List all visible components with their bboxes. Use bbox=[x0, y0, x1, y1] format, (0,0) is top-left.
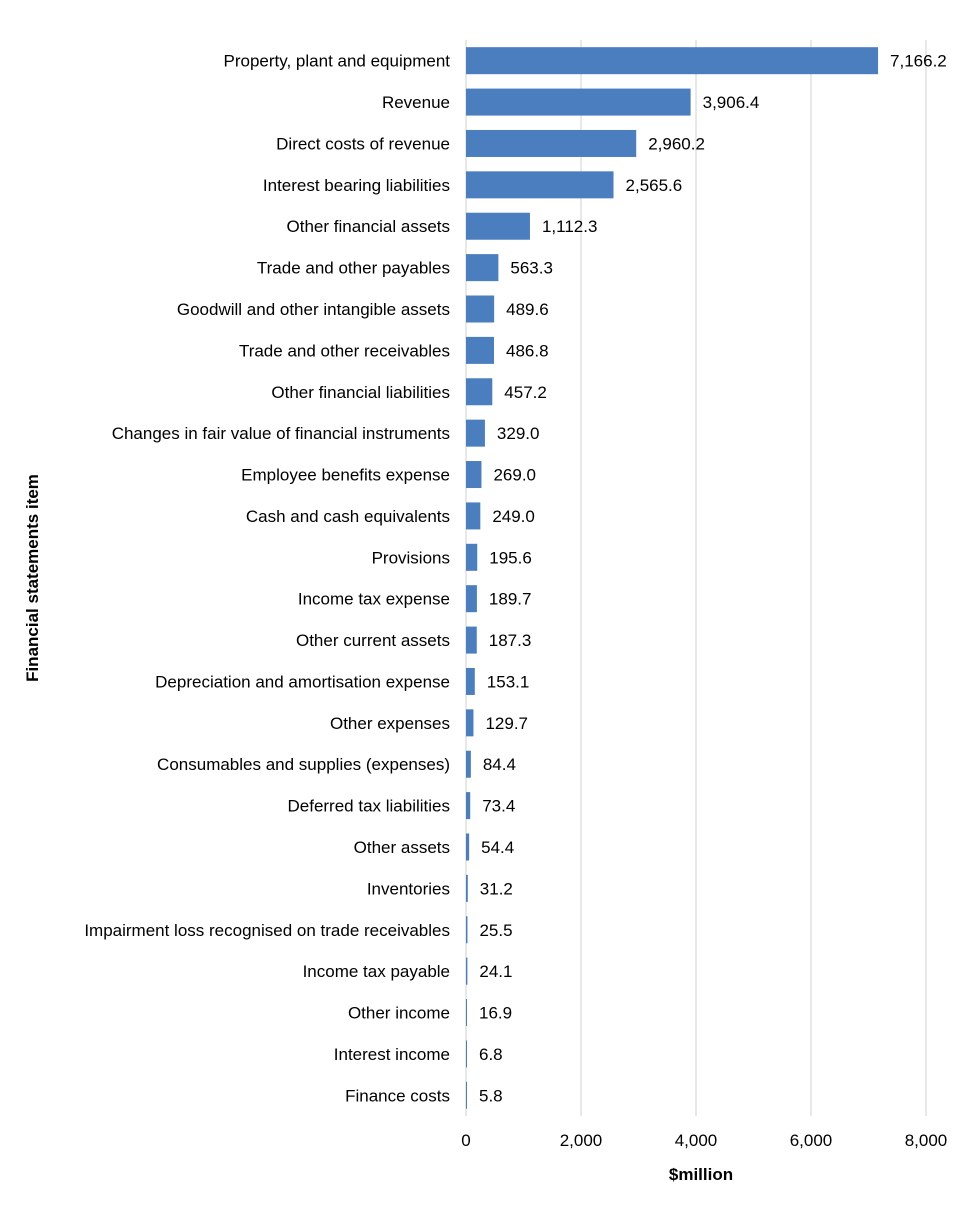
x-tick-label: 4,000 bbox=[675, 1131, 718, 1150]
category-label: Cash and cash equivalents bbox=[246, 507, 450, 526]
value-label: 457.2 bbox=[504, 383, 547, 402]
category-label: Depreciation and amortisation expense bbox=[155, 672, 450, 691]
x-axis-title: $million bbox=[669, 1165, 733, 1184]
category-label: Trade and other receivables bbox=[239, 341, 450, 360]
bar bbox=[466, 585, 477, 613]
value-label: 563.3 bbox=[510, 259, 553, 278]
x-tick-label: 0 bbox=[461, 1131, 470, 1150]
value-label: 84.4 bbox=[483, 755, 516, 774]
category-label: Interest bearing liabilities bbox=[263, 176, 450, 195]
category-label: Trade and other payables bbox=[257, 259, 450, 278]
bar bbox=[466, 378, 493, 406]
value-label: 195.6 bbox=[489, 548, 532, 567]
gridlines bbox=[465, 40, 927, 1116]
x-tick-label: 6,000 bbox=[790, 1131, 833, 1150]
x-tick-label: 2,000 bbox=[560, 1131, 603, 1150]
category-label: Direct costs of revenue bbox=[276, 134, 450, 153]
bar bbox=[466, 461, 482, 489]
category-label: Goodwill and other intangible assets bbox=[177, 300, 450, 319]
category-label: Revenue bbox=[382, 93, 450, 112]
bar bbox=[466, 626, 477, 654]
value-label: 3,906.4 bbox=[703, 93, 760, 112]
value-label: 31.2 bbox=[480, 879, 513, 898]
bar bbox=[466, 295, 495, 323]
value-label: 189.7 bbox=[489, 590, 532, 609]
bar bbox=[466, 212, 530, 240]
category-label: Property, plant and equipment bbox=[224, 52, 451, 71]
category-label: Employee benefits expense bbox=[241, 466, 450, 485]
value-label: 54.4 bbox=[481, 838, 514, 857]
bars bbox=[466, 47, 879, 1109]
value-label: 486.8 bbox=[506, 341, 549, 360]
bar bbox=[466, 47, 879, 75]
category-label: Inventories bbox=[367, 879, 450, 898]
value-label: 1,112.3 bbox=[542, 217, 597, 236]
value-label: 187.3 bbox=[489, 631, 532, 650]
value-label: 2,960.2 bbox=[648, 134, 705, 153]
category-label: Other income bbox=[348, 1004, 450, 1023]
bar bbox=[466, 336, 494, 364]
category-label: Finance costs bbox=[345, 1086, 450, 1105]
value-label: 24.1 bbox=[479, 962, 512, 981]
value-label: 25.5 bbox=[479, 921, 512, 940]
category-label: Income tax payable bbox=[303, 962, 450, 981]
bar bbox=[466, 88, 691, 116]
bar bbox=[466, 667, 475, 695]
value-label: 153.1 bbox=[487, 672, 530, 691]
value-label: 249.0 bbox=[492, 507, 535, 526]
bar bbox=[466, 502, 481, 530]
category-label: Provisions bbox=[372, 548, 450, 567]
value-label: 329.0 bbox=[497, 424, 540, 443]
bar bbox=[466, 129, 637, 157]
bar bbox=[466, 543, 478, 571]
bar bbox=[466, 874, 468, 902]
value-label: 7,166.2 bbox=[890, 52, 947, 71]
y-axis-title: Financial statements item bbox=[23, 474, 42, 682]
bar bbox=[466, 254, 499, 282]
value-label: 129.7 bbox=[485, 714, 528, 733]
bar bbox=[466, 1081, 467, 1109]
value-label: 489.6 bbox=[506, 300, 549, 319]
category-label: Other assets bbox=[354, 838, 450, 857]
bar bbox=[466, 833, 470, 861]
category-label: Consumables and supplies (expenses) bbox=[157, 755, 450, 774]
value-label: 269.0 bbox=[493, 466, 536, 485]
bar bbox=[466, 171, 614, 199]
bar bbox=[466, 419, 485, 447]
bar bbox=[466, 792, 471, 820]
category-label: Other financial liabilities bbox=[271, 383, 450, 402]
category-label: Other expenses bbox=[330, 714, 450, 733]
labels: 0 2,000 4,000 6,000 8,000 Property, plant and… bbox=[84, 52, 947, 1150]
bar bbox=[466, 750, 471, 778]
category-label: Other current assets bbox=[296, 631, 450, 650]
bar bbox=[466, 999, 467, 1027]
category-label: Interest income bbox=[334, 1045, 450, 1064]
value-label: 73.4 bbox=[482, 797, 515, 816]
x-tick-label: 8,000 bbox=[905, 1131, 948, 1150]
category-label: Income tax expense bbox=[298, 590, 450, 609]
value-label: 6.8 bbox=[479, 1045, 503, 1064]
bar bbox=[466, 709, 474, 737]
category-label: Deferred tax liabilities bbox=[287, 797, 450, 816]
value-label: 2,565.6 bbox=[626, 176, 683, 195]
bar bbox=[466, 1040, 467, 1068]
value-label: 16.9 bbox=[479, 1004, 512, 1023]
category-label: Changes in fair value of financial instr… bbox=[112, 424, 450, 443]
category-label: Other financial assets bbox=[287, 217, 450, 236]
category-label: Impairment loss recognised on trade rece… bbox=[84, 921, 450, 940]
bar bbox=[466, 957, 468, 985]
value-label: 5.8 bbox=[479, 1086, 503, 1105]
bar bbox=[466, 916, 468, 944]
